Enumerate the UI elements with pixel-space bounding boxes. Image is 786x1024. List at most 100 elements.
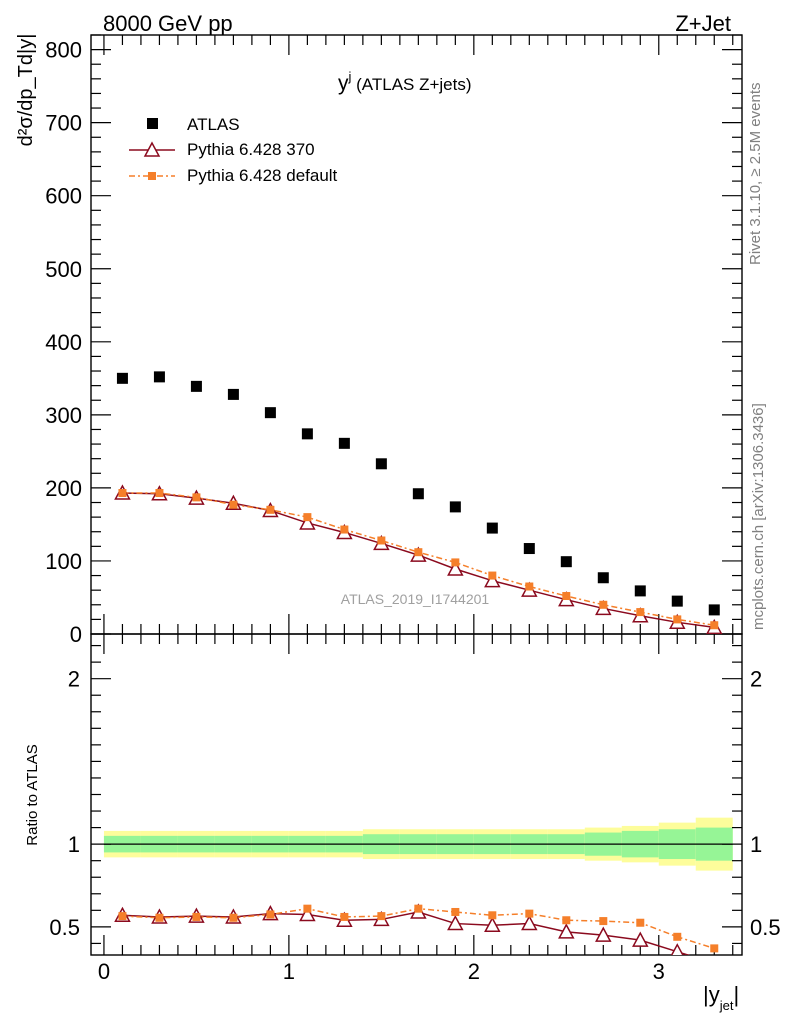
ratio-point-pythia-370 bbox=[558, 923, 575, 939]
y-axis-label-top: d²σ/dp_Td|y| bbox=[15, 34, 37, 147]
y-tick-label-top: 400 bbox=[45, 330, 82, 355]
point-pythia-default bbox=[340, 525, 349, 534]
point-atlas bbox=[153, 371, 165, 383]
rivet-label: Rivet 3.1.10, ≥ 2.5M events bbox=[747, 83, 764, 266]
ratio-point-pythia-default bbox=[118, 912, 127, 921]
point-pythia-default bbox=[525, 582, 534, 591]
legend-label-pythia-default: Pythia 6.428 default bbox=[187, 166, 338, 185]
chart-title-main: y bbox=[338, 72, 349, 95]
y-tick-label-bottom-right: 0.5 bbox=[750, 915, 781, 940]
ratio-point-pythia-default bbox=[377, 912, 386, 921]
header-left: 8000 GeV pp bbox=[103, 11, 233, 36]
point-atlas bbox=[227, 388, 239, 400]
point-atlas bbox=[560, 556, 572, 568]
point-atlas bbox=[412, 488, 424, 500]
axis-ticks: 0 1 2 3 0 100 200 300 400 500 600 700 800 0.5 0.5 1 1 2 2 bbox=[45, 34, 781, 984]
ratio-point-pythia-default bbox=[525, 909, 534, 918]
ratio-point-pythia-370 bbox=[595, 926, 612, 942]
legend-entry-atlas: ATLAS bbox=[147, 115, 240, 134]
ratio-point-pythia-default bbox=[229, 913, 238, 922]
x-tick-label: 2 bbox=[468, 959, 480, 984]
legend-label-atlas: ATLAS bbox=[187, 115, 240, 134]
bottom-series-group bbox=[114, 903, 719, 955]
point-atlas bbox=[486, 522, 498, 534]
point-atlas bbox=[523, 543, 535, 555]
point-pythia-default bbox=[414, 548, 423, 557]
ratio-point-pythia-370 bbox=[632, 931, 649, 947]
point-atlas bbox=[449, 501, 461, 513]
ratio-point-pythia-default bbox=[673, 932, 682, 941]
ratio-point-pythia-370 bbox=[714, 954, 715, 955]
point-atlas bbox=[708, 604, 720, 616]
x-axis-label-end: | bbox=[733, 982, 739, 1007]
y-tick-label-top: 0 bbox=[70, 622, 82, 647]
mcplots-label: mcplots.cern.ch [arXiv:1306.3436] bbox=[750, 403, 767, 630]
header-right: Z+Jet bbox=[675, 11, 731, 36]
ratio-point-pythia-370 bbox=[299, 905, 316, 922]
point-pythia-default bbox=[488, 571, 497, 580]
watermark: ATLAS_2019_I1744201 bbox=[341, 591, 490, 607]
x-axis-label-main: |y bbox=[703, 982, 720, 1007]
series-layer bbox=[114, 371, 723, 955]
y-tick-label-top: 200 bbox=[45, 476, 82, 501]
ratio-point-pythia-default bbox=[155, 913, 164, 922]
point-atlas bbox=[190, 380, 202, 392]
point-pythia-default bbox=[192, 493, 201, 502]
point-atlas bbox=[634, 585, 646, 597]
chart-title-rest: (ATLAS Z+jets) bbox=[351, 75, 471, 94]
point-pythia-default bbox=[303, 513, 312, 522]
legend-marker-pythia-370 bbox=[143, 141, 161, 157]
point-atlas bbox=[671, 595, 683, 607]
y-tick-label-bottom: 2 bbox=[68, 667, 80, 692]
point-pythia-default bbox=[562, 592, 571, 601]
ratio-point-pythia-370 bbox=[484, 916, 501, 932]
point-pythia-370 bbox=[447, 560, 464, 576]
x-axis-label: |yjet| bbox=[703, 982, 739, 1013]
point-pythia-default bbox=[710, 621, 719, 630]
y-tick-label-top: 700 bbox=[45, 111, 82, 136]
ratio-point-pythia-default bbox=[303, 904, 312, 913]
chart-title: yj (ATLAS Z+jets) bbox=[338, 69, 472, 95]
point-atlas bbox=[264, 407, 276, 419]
y-tick-label-top: 800 bbox=[45, 38, 82, 63]
y-axis-label-bottom: Ratio to ATLAS bbox=[24, 744, 41, 845]
point-pythia-default bbox=[377, 536, 386, 545]
top-series-group bbox=[114, 371, 723, 634]
ratio-point-pythia-370 bbox=[521, 914, 538, 931]
ratio-point-pythia-default bbox=[710, 944, 719, 953]
ratio-point-pythia-default bbox=[636, 918, 645, 927]
point-pythia-default bbox=[118, 489, 127, 498]
point-pythia-default bbox=[266, 505, 275, 514]
ratio-point-pythia-default bbox=[451, 907, 460, 916]
legend-entry-pythia-370: Pythia 6.428 370 bbox=[129, 140, 315, 159]
y-tick-label-bottom: 0.5 bbox=[49, 915, 80, 940]
y-tick-label-top: 600 bbox=[45, 184, 82, 209]
point-atlas bbox=[301, 428, 313, 440]
ratio-point-pythia-default bbox=[488, 911, 497, 920]
y-tick-label-bottom-right: 1 bbox=[750, 832, 762, 857]
legend-entry-pythia-default: Pythia 6.428 default bbox=[129, 166, 338, 185]
x-tick-label: 1 bbox=[283, 959, 295, 984]
y-tick-label-top: 500 bbox=[45, 257, 82, 282]
legend: ATLAS Pythia 6.428 370 Pythia 6.428 defa… bbox=[129, 115, 338, 185]
ratio-point-pythia-default bbox=[414, 904, 423, 913]
ratio-point-pythia-default bbox=[192, 912, 201, 921]
legend-marker-pythia-default bbox=[148, 172, 156, 180]
point-atlas bbox=[375, 458, 387, 470]
chart-title-sup: j bbox=[348, 69, 352, 84]
point-pythia-370 bbox=[484, 572, 501, 588]
point-pythia-default bbox=[673, 615, 682, 624]
point-pythia-default bbox=[155, 489, 164, 498]
x-tick-label: 0 bbox=[98, 959, 110, 984]
ratio-point-pythia-370 bbox=[447, 914, 464, 931]
point-pythia-default bbox=[599, 600, 608, 609]
y-tick-label-top: 100 bbox=[45, 549, 82, 574]
y-tick-label-bottom-right: 2 bbox=[750, 667, 762, 692]
ratio-point-pythia-default bbox=[599, 917, 608, 926]
uncertainty-band-layer bbox=[103, 817, 733, 871]
y-tick-label-top: 300 bbox=[45, 403, 82, 428]
point-atlas bbox=[597, 572, 609, 584]
point-pythia-370 bbox=[299, 514, 316, 530]
x-axis-label-sub: jet bbox=[719, 998, 734, 1013]
ratio-point-pythia-370 bbox=[670, 943, 684, 955]
